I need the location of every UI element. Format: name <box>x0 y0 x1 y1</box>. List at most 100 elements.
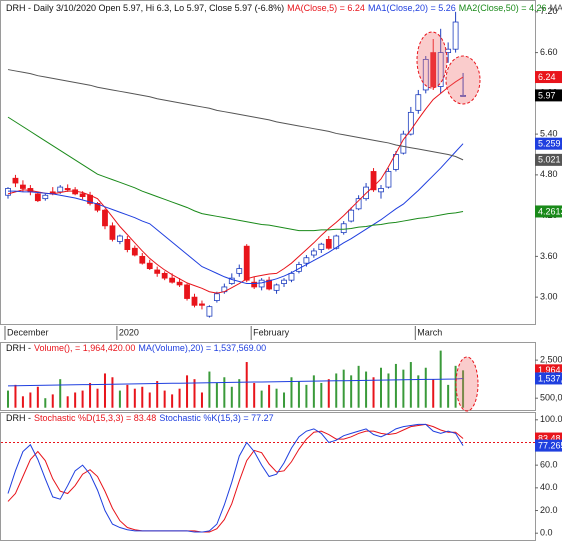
candle-body <box>340 223 347 234</box>
candle-body <box>348 209 355 222</box>
candle-body <box>94 203 101 211</box>
candle-body <box>437 52 444 87</box>
panel-header: DRH - Stochastic %D(15,3,3) = 83.48 Stocha… <box>6 413 274 423</box>
value-box <box>535 153 562 166</box>
volume-bar <box>305 384 308 408</box>
volume-bar <box>141 386 144 408</box>
candle-body <box>109 225 116 240</box>
candle-body <box>430 52 437 87</box>
legend-entry: MA3(Close,120) = 5.02 <box>550 3 562 13</box>
x-tick-label: February <box>253 327 290 337</box>
moving-average-line <box>7 116 464 232</box>
y-tick-label: 0.0 <box>540 528 553 538</box>
volume-bar <box>394 363 397 408</box>
volume-bar <box>74 392 77 408</box>
candle-body <box>64 188 71 191</box>
value-box <box>535 372 562 385</box>
y-tick-label: 20.0 <box>540 505 558 515</box>
volume-bar <box>297 381 300 408</box>
x-tick-label: 2020 <box>119 327 139 337</box>
volume-bar <box>350 375 353 408</box>
value-box-label: 5.97 <box>538 90 556 100</box>
candle-body <box>228 277 235 284</box>
value-box-label: 4.26133 <box>538 206 562 216</box>
y-tick-label: 3.60 <box>540 251 558 261</box>
y-tick-label: 7.20 <box>540 6 558 16</box>
volume-bar <box>342 369 345 408</box>
candle-body <box>318 243 325 250</box>
candle-body <box>281 279 287 284</box>
volume-bar <box>89 382 92 408</box>
candle-body <box>124 239 131 250</box>
candle-body <box>213 293 220 301</box>
volume-bar <box>59 379 62 408</box>
candle-body <box>452 21 459 50</box>
axis-value-boxes: 5.97 6.24 5.259 4.26133 5.021 1,964,4201,537,… <box>535 71 562 452</box>
value-box-label: 1,537,569 <box>538 373 562 383</box>
volume-bar <box>51 394 54 408</box>
value-box-label: 77.2652 <box>538 440 562 450</box>
y-tick-label: 2,500,000 <box>540 355 562 365</box>
volume-bar <box>268 384 271 408</box>
candle-body <box>407 111 414 135</box>
value-box <box>535 71 562 84</box>
volume-bar <box>290 377 293 408</box>
volume-bar <box>111 377 114 408</box>
candle-body <box>42 194 49 200</box>
candle-body <box>191 296 198 306</box>
volume-bar <box>81 390 84 408</box>
volume-bar <box>148 392 151 408</box>
candle-body <box>206 306 213 317</box>
legend-entry: MA(Close,5) = 6.24 <box>287 3 365 13</box>
volume-bar <box>7 390 9 408</box>
volume-bar <box>156 381 159 408</box>
volume-bar <box>447 384 450 408</box>
candle-body <box>333 235 340 249</box>
volume-bar <box>178 388 181 408</box>
volume-bar <box>215 382 218 408</box>
y-tick-label: 500,000 <box>540 393 562 403</box>
candle-body <box>258 279 265 288</box>
stochastic-panel-frame <box>0 412 536 541</box>
volume-bar <box>133 388 136 408</box>
value-box <box>535 137 562 150</box>
panel-header: DRH - Daily 3/10/2020 Open 5.97, Hi 6.3,… <box>6 3 562 13</box>
candle-body <box>460 94 466 97</box>
candle-body <box>243 245 250 281</box>
candle-body <box>57 186 64 193</box>
volume-bar <box>171 394 174 408</box>
y-tick-label: 40.0 <box>540 482 558 492</box>
volume-bar <box>208 371 211 408</box>
candle-body <box>422 58 429 91</box>
candle-body <box>176 281 183 286</box>
volume-bar <box>417 375 420 408</box>
volume-bar <box>283 392 286 408</box>
candle-body <box>296 264 302 272</box>
x-tick-label: March <box>417 327 442 337</box>
volume-bar <box>245 362 248 408</box>
legend-entry: MA2(Close,50) = 4.26 <box>459 3 547 13</box>
volume-bar <box>260 390 263 408</box>
legend-entry: MA(Volume),20) = 1,537,569.00 <box>138 343 266 353</box>
panel-header: DRH - Volume(), = 1,964,420.00 MA(Volume),… <box>6 343 266 353</box>
volume-bar <box>275 388 278 408</box>
volume-bar <box>462 370 465 408</box>
legend-entry: MA1(Close,20) = 5.26 <box>368 3 456 13</box>
y-tick-label: 5.40 <box>540 128 558 138</box>
candle-body <box>370 171 377 191</box>
candle-body <box>310 250 317 256</box>
volume-bar <box>223 377 226 408</box>
highlight-circle <box>445 55 481 105</box>
volume-bar <box>320 382 323 408</box>
candle-body <box>288 272 295 281</box>
candle-body <box>20 184 26 189</box>
candle-body <box>12 177 19 184</box>
value-box-label: 6.24 <box>538 72 556 82</box>
candle-body <box>184 284 190 299</box>
volume-bar <box>44 398 47 408</box>
volume-bar <box>200 392 203 408</box>
candle-body <box>236 268 243 274</box>
candle-body <box>131 247 138 256</box>
candle-body <box>445 48 452 53</box>
